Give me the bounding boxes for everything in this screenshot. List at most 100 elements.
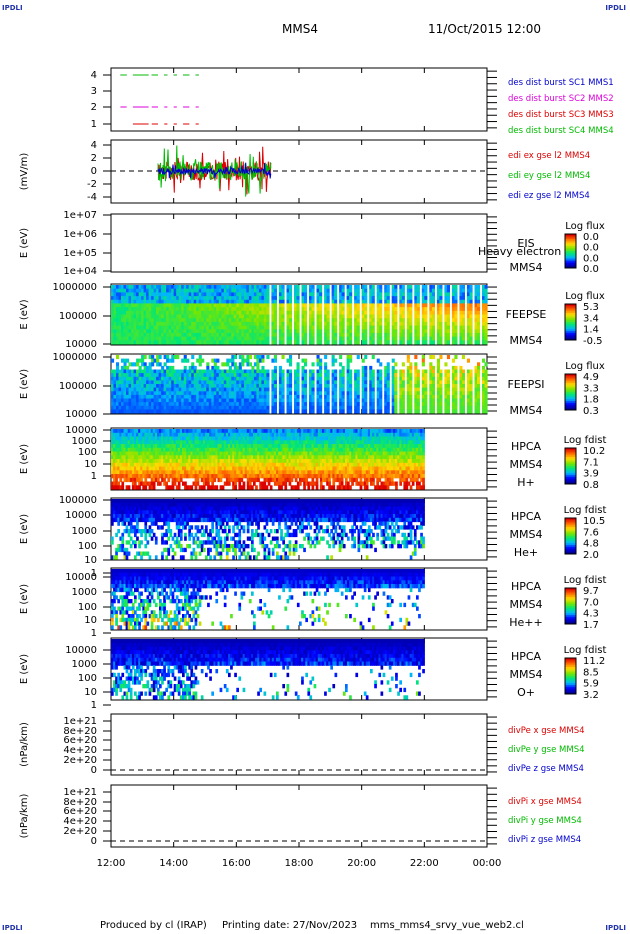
heatmap-cell-feepse xyxy=(451,307,455,312)
heatmap-cell-feepsi xyxy=(354,376,358,381)
heatmap-cell-hpca-h- xyxy=(246,436,250,441)
heatmap-cell-feepse xyxy=(123,292,127,297)
ylabel-feepsi: E (eV) xyxy=(19,369,30,399)
heatmap-cell-feepsi xyxy=(236,384,240,389)
heatmap-cell-feepse xyxy=(394,303,398,308)
heatmap-cell-feepsi xyxy=(183,387,187,392)
heatmap-cell-hpca-h- xyxy=(117,444,120,449)
heatmap-cell-feepse xyxy=(111,310,115,315)
heatmap-cell-hpca-h- xyxy=(134,436,137,441)
heatmap-cell-feepse xyxy=(409,318,413,323)
heatmap-cell-feepse xyxy=(243,285,247,290)
heatmap-cell-feepsi xyxy=(369,391,373,396)
heatmap-cell-feepse xyxy=(176,340,180,345)
heatmap-cell-hpca-h- xyxy=(232,481,235,486)
heatmap-cell-feepsi xyxy=(349,405,353,410)
heatmap-cell-feepsi xyxy=(151,398,155,403)
heatmap-cell-hpca-h- xyxy=(136,462,139,468)
heatmap-cell-feepse xyxy=(128,336,132,341)
heatmap-cell-hpca-h- xyxy=(246,429,250,434)
heatmap-cell-feepse xyxy=(286,340,290,345)
heatmap-cell-hpca-h- xyxy=(119,451,123,456)
heatmap-cell-feepse xyxy=(226,303,230,308)
heatmap-cell-feepse xyxy=(324,299,328,304)
heatmap-cell-feepse xyxy=(201,288,205,293)
heatmap-cell-hpca-h- xyxy=(202,466,206,471)
heatmap-cell-feepse xyxy=(141,321,145,327)
heatmap-cell-hpca-h- xyxy=(140,455,143,460)
heatmap-cell-feepsi xyxy=(213,405,217,410)
heatmap-cell-feepsi xyxy=(263,409,267,414)
heatmap-cell-feepsi xyxy=(294,409,298,414)
heatmap-cell-feepsi xyxy=(226,362,230,367)
heatmap-cell-hpca-h- xyxy=(202,470,206,475)
heatmap-cell-hpca-h- xyxy=(142,466,145,471)
heatmap-cell-hpca-h- xyxy=(209,455,212,460)
colorbar-cell-feepse xyxy=(565,329,576,332)
ytick-label-edl: 2 xyxy=(91,153,97,164)
heatmap-cell-feepse xyxy=(346,303,350,308)
heatmap-cell-feepsi xyxy=(271,409,275,414)
heatmap-cell-feepse xyxy=(436,318,440,323)
heatmap-cell-feepse xyxy=(461,310,465,315)
heatmap-cell-feepse xyxy=(271,314,275,319)
heatmap-cell-feepsi xyxy=(163,384,167,389)
heatmap-cell-feepse xyxy=(236,285,240,290)
heatmap-cell-feepsi xyxy=(246,376,250,381)
heatmap-cell-feepse xyxy=(116,292,120,297)
heatmap-cell-hpca-h- xyxy=(213,436,217,441)
heatmap-cell-feepse xyxy=(208,336,212,341)
heatmap-cell-feepse xyxy=(158,310,162,315)
heatmap-cell-hpca-h- xyxy=(171,429,175,434)
heatmap-cell-feepse xyxy=(113,285,117,290)
heatmap-cell-feepse xyxy=(356,303,360,308)
heatmap-cell-feepse xyxy=(416,321,420,327)
heatmap-cell-hpca-h- xyxy=(140,459,143,464)
heatmap-cell-feepsi xyxy=(454,387,458,392)
heatmap-cell-feepsi xyxy=(178,391,182,396)
heatmap-cell-feepsi xyxy=(356,409,360,414)
heatmap-cell-feepse xyxy=(148,303,152,308)
heatmap-cell-feepsi xyxy=(371,355,375,360)
heatmap-cell-feepsi xyxy=(263,398,267,403)
heatmap-cell-hpca-h- xyxy=(259,462,262,468)
colorbar-cell-eis xyxy=(565,257,576,260)
heatmap-cell-feepse xyxy=(406,310,410,315)
heatmap-cell-feepsi xyxy=(166,391,170,396)
heatmap-cell-feepse xyxy=(446,314,450,319)
heatmap-cell-feepsi xyxy=(376,384,380,389)
heatmap-cell-feepsi xyxy=(261,380,265,385)
heatmap-cell-hpca-h- xyxy=(184,474,187,479)
heatmap-cell-feepsi xyxy=(376,394,380,399)
heatmap-cell-hpca-h- xyxy=(209,436,212,441)
heatmap-cell-feepse xyxy=(446,336,450,341)
heatmap-cell-hpca-h- xyxy=(152,481,156,486)
heatmap-cell-feepse xyxy=(409,332,413,338)
heatmap-cell-feepsi xyxy=(376,376,380,381)
heatmap-cell-hpca-h- xyxy=(253,481,256,486)
heatmap-cell-feepsi xyxy=(133,402,137,407)
heatmap-cell-feepsi xyxy=(198,369,202,374)
heatmap-cell-feepse xyxy=(266,285,270,290)
heatmap-cell-hpca-h- xyxy=(148,447,152,453)
heatmap-cell-feepsi xyxy=(364,384,368,389)
heatmap-cell-feepsi xyxy=(311,405,315,410)
heatmap-cell-hpca-h- xyxy=(173,440,177,445)
heatmap-cell-feepse xyxy=(201,321,205,327)
heatmap-cell-hpca-h- xyxy=(175,447,179,453)
heatmap-cell-feepsi xyxy=(429,362,433,367)
heatmap-cell-feepsi xyxy=(113,394,117,399)
heatmap-cell-feepsi xyxy=(361,398,365,403)
heatmap-cell-feepsi xyxy=(188,380,192,385)
heatmap-cell-feepse xyxy=(131,325,135,330)
heatmap-cell-feepse xyxy=(386,321,390,327)
heatmap-cell-feepsi xyxy=(138,387,142,392)
heatmap-cell-feepse xyxy=(146,299,150,304)
heatmap-cell-feepsi xyxy=(421,398,425,403)
heatmap-cell-feepsi xyxy=(391,387,395,392)
heatmap-cell-feepse xyxy=(238,299,242,304)
heatmap-cell-feepse xyxy=(246,310,250,315)
heatmap-cell-feepse xyxy=(341,292,345,297)
heatmap-cell-hpca-h- xyxy=(140,436,143,441)
heatmap-cell-feepse xyxy=(356,288,360,293)
